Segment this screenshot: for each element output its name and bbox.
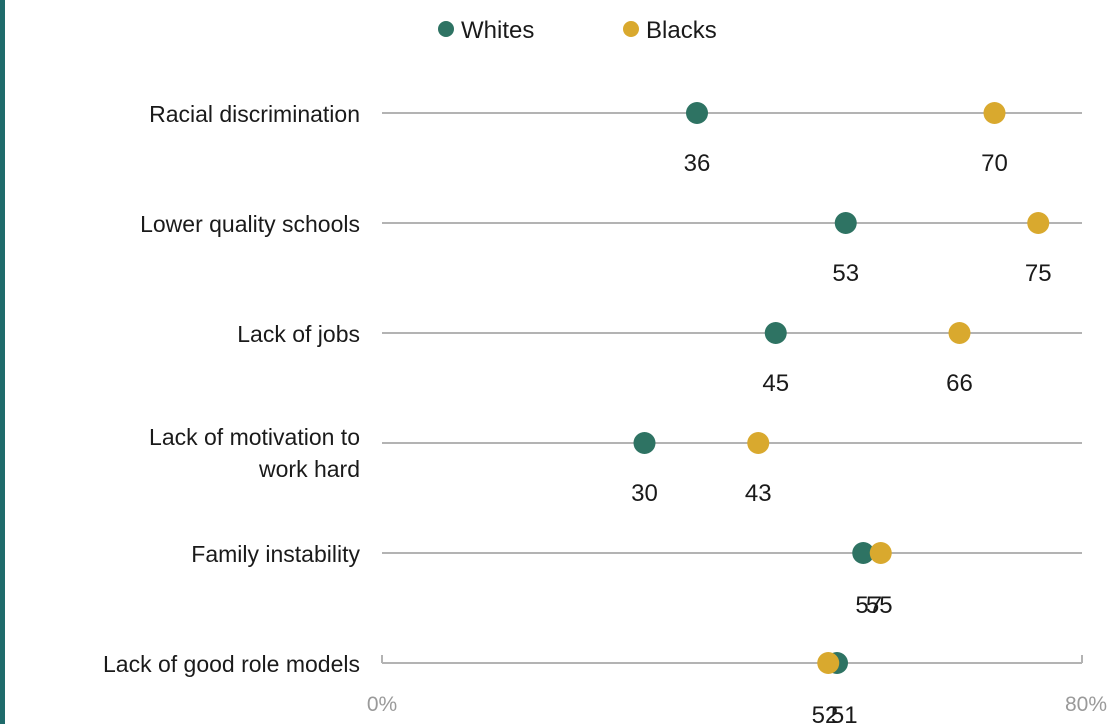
data-point-whites [633,432,656,454]
value-label-blacks: 51 [831,702,858,724]
data-point-blacks [747,432,770,454]
data-point-whites [834,212,857,234]
value-label-blacks: 66 [946,370,973,397]
data-point-whites [764,322,787,344]
value-label-blacks: 43 [745,480,772,507]
x-axis-tick-label: 0% [367,693,397,716]
value-label-whites: 55 [866,592,893,619]
category-row: Lack of motivation to work hard 30 43 [149,424,1082,507]
value-label-blacks: 75 [1025,260,1052,287]
data-point-blacks [869,542,892,564]
data-point-blacks [983,102,1006,124]
value-label-blacks: 70 [981,150,1008,177]
x-axis-tick-label: 80% [1065,693,1107,716]
x-axis: 0% 80% [367,655,1107,716]
legend-marker-whites [438,21,454,37]
legend-label-blacks: Blacks [646,17,717,44]
value-label-blacks: 57 [855,592,882,619]
legend-marker-blacks [623,21,639,37]
category-row: Lower quality schools 53 75 [140,211,1082,287]
legend: Whites Blacks [438,17,717,44]
chart-rows: Racial discrimination 36 70 Lower quality s… [103,101,1082,724]
category-label: Lower quality schools [140,211,360,237]
category-label: Lack of jobs [237,321,360,347]
category-label: Family instability [191,541,360,567]
data-point-whites [686,102,708,124]
legend-label-whites: Whites [461,17,534,44]
value-label-whites: 45 [762,370,789,397]
value-label-whites: 36 [684,150,711,177]
category-row: Lack of jobs 45 66 [237,321,1082,397]
data-point-blacks [1027,212,1050,234]
left-accent-bar [0,0,5,724]
value-label-whites: 52 [812,702,839,724]
value-label-whites: 30 [631,480,658,507]
category-label: Lack of good role models [103,651,360,677]
data-point-whites [852,542,875,564]
category-label: Racial discrimination [149,101,360,127]
value-label-whites: 53 [832,260,859,287]
category-row: Racial discrimination 36 70 [149,101,1082,177]
category-label: Lack of motivation to work hard [149,424,360,482]
data-point-blacks [948,322,971,344]
data-point-blacks [817,652,840,674]
